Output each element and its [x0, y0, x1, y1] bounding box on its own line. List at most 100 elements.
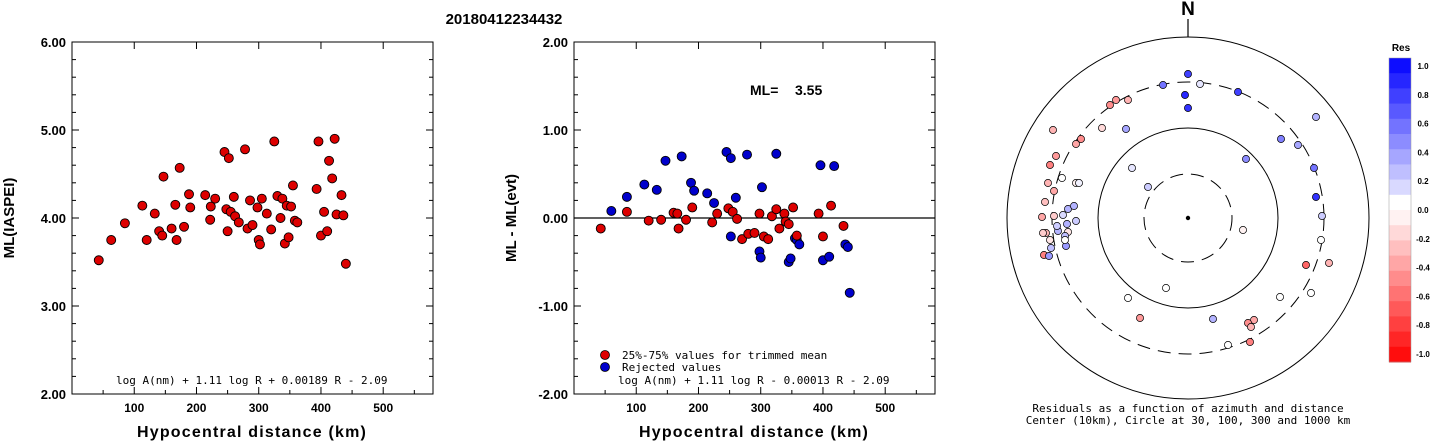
data-point [141, 235, 152, 245]
station-point [1318, 212, 1326, 220]
rejected-point [785, 253, 796, 264]
colorbar-segment [1389, 301, 1411, 317]
ml-label: ML= [750, 82, 778, 98]
station-point [1162, 284, 1170, 292]
kept-point [621, 206, 632, 217]
legend-marker-rejected [600, 362, 610, 372]
station-point [1049, 126, 1057, 134]
station-point [1325, 259, 1333, 267]
station-point [1106, 101, 1114, 109]
station-point [1307, 289, 1315, 297]
station-point [1075, 179, 1083, 187]
data-point [170, 199, 181, 210]
legend-marker-kept [600, 350, 610, 360]
data-point [166, 223, 177, 234]
kept-point [766, 211, 777, 222]
station-point [1047, 244, 1055, 252]
colorbar-segment [1389, 194, 1411, 211]
x-tick-label: 200 [186, 401, 206, 415]
plot-frame [71, 41, 434, 395]
x-tick-label: 200 [688, 401, 708, 415]
y-tick-label: 2.00 [41, 387, 66, 402]
north-label: N [1181, 0, 1195, 20]
colorbar-segment [1389, 316, 1411, 333]
station-point [1317, 236, 1325, 244]
station-point [1196, 80, 1204, 88]
y-tick-label: 6.00 [41, 35, 66, 50]
data-point [205, 201, 216, 212]
kept-point [838, 220, 849, 231]
data-point [288, 180, 298, 191]
rejected-point [676, 151, 687, 162]
data-point [222, 226, 233, 237]
data-point [292, 217, 303, 228]
colorbar-segment [1389, 286, 1411, 302]
station-point [1124, 96, 1132, 104]
data-point [106, 235, 117, 245]
x-tick-label: 500 [373, 401, 393, 415]
kept-point [707, 217, 718, 228]
data-point [245, 195, 255, 206]
station-point [1277, 135, 1285, 143]
colorbar-segment [1389, 210, 1411, 226]
y-tick-label: -1.00 [538, 299, 568, 314]
data-point [266, 224, 277, 235]
station-point [1050, 187, 1058, 195]
station-point [1039, 229, 1047, 237]
rejected-point [742, 149, 752, 160]
colorbar-tick-label: -0.8 [1416, 321, 1430, 330]
colorbar-segment [1389, 240, 1411, 257]
colorbar-tick-label: 0.4 [1417, 148, 1429, 157]
y-axis-label: ML - ML(evt) [503, 174, 520, 262]
kept-point [712, 208, 723, 219]
kept-point [656, 214, 667, 225]
colorbar-segment [1389, 164, 1411, 181]
rejected-point [771, 148, 782, 159]
circle-1000km [1006, 36, 1370, 400]
legend-label-kept: 25%-75% values for trimmed mean [622, 349, 827, 362]
station-point [1112, 96, 1120, 104]
rejected-point [709, 198, 719, 208]
colorbar: Res 1.0 0.8 0.6 0.4 0.2 0.0 -0.2 -0.4 -0.6 -0.8 -1… [1388, 43, 1430, 363]
station-point [1124, 294, 1132, 302]
y-tick-label: 4.00 [41, 211, 66, 226]
data-point [137, 200, 148, 211]
station-point [1224, 341, 1232, 349]
station-point [1184, 70, 1192, 78]
data-point [93, 255, 104, 266]
station-point [1242, 155, 1250, 163]
station-point [1136, 314, 1144, 322]
kept-point [763, 234, 774, 245]
data-point [269, 136, 280, 147]
data-point [340, 258, 351, 269]
data-point [158, 171, 169, 182]
event-title: 20180412234432 [446, 11, 563, 28]
kept-point [737, 234, 748, 245]
kept-point [813, 208, 824, 219]
kept-point [727, 206, 738, 217]
data-point [179, 221, 189, 232]
station-point [1050, 212, 1058, 220]
data-point [149, 208, 160, 219]
rejected-point [844, 287, 855, 298]
station-point [1046, 236, 1054, 244]
circle-100km [1097, 127, 1279, 309]
x-tick-label: 100 [124, 401, 144, 415]
station-point [1144, 183, 1152, 191]
center-point [1185, 215, 1191, 221]
station-point [1072, 140, 1080, 148]
station-point [1044, 179, 1052, 187]
data-point [275, 213, 286, 223]
colorbar-segment [1389, 270, 1411, 287]
x-tick-label: 300 [249, 401, 269, 415]
station-point [1072, 217, 1080, 225]
station-point [1181, 91, 1189, 99]
data-point [223, 153, 234, 164]
rejected-point [651, 184, 662, 195]
station-point [1045, 252, 1053, 260]
colorbar-tick-label: 0.2 [1417, 177, 1429, 186]
colorbar-segment [1389, 58, 1411, 74]
data-point [283, 232, 294, 243]
station-point [1122, 125, 1130, 133]
kept-point [818, 231, 828, 242]
